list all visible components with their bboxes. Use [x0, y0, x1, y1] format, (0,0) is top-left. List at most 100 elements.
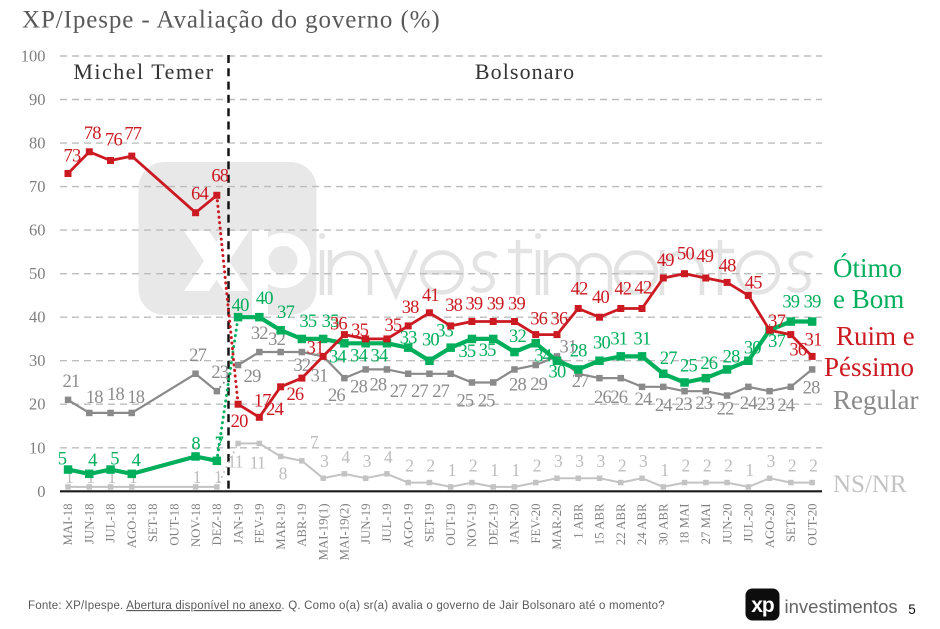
svg-text:100: 100 [21, 47, 46, 66]
svg-text:AGO-20: AGO-20 [763, 504, 777, 549]
svg-text:1: 1 [214, 467, 222, 487]
svg-text:2: 2 [788, 456, 796, 476]
svg-text:39: 39 [465, 295, 482, 315]
svg-text:2: 2 [405, 456, 413, 476]
svg-text:18 MAI: 18 MAI [678, 504, 692, 545]
svg-text:28: 28 [570, 341, 587, 361]
svg-text:27: 27 [432, 382, 449, 402]
svg-text:45: 45 [745, 273, 762, 293]
svg-text:27: 27 [390, 382, 407, 402]
svg-text:AGO-18: AGO-18 [125, 504, 139, 549]
svg-text:FEV-20: FEV-20 [529, 504, 543, 544]
svg-text:Bolsonaro: Bolsonaro [475, 59, 575, 84]
svg-text:AGO-19: AGO-19 [401, 504, 415, 549]
svg-text:34: 34 [370, 346, 387, 366]
svg-text:Péssimo: Péssimo [824, 352, 914, 382]
svg-text:26: 26 [328, 386, 345, 406]
svg-text:30: 30 [29, 351, 46, 370]
svg-text:30: 30 [593, 334, 610, 354]
svg-text:22: 22 [717, 400, 734, 420]
svg-text:39: 39 [782, 293, 799, 313]
svg-text:5: 5 [58, 450, 67, 470]
svg-text:2: 2 [426, 456, 434, 476]
svg-text:49: 49 [657, 251, 674, 271]
svg-text:3: 3 [320, 451, 329, 471]
svg-text:20: 20 [29, 395, 46, 414]
svg-text:2: 2 [703, 456, 711, 476]
svg-text:Ruim e: Ruim e [836, 321, 915, 351]
svg-text:2: 2 [533, 456, 541, 476]
svg-text:8: 8 [279, 464, 288, 484]
svg-text:25: 25 [478, 392, 495, 412]
svg-text:35: 35 [479, 341, 496, 361]
svg-text:32: 32 [509, 327, 526, 347]
svg-text:Fonte: XP/Ipespe. Abertura dis: Fonte: XP/Ipespe. Abertura disponível no… [28, 600, 665, 612]
svg-text:JUL-18: JUL-18 [104, 504, 118, 543]
svg-text:JUL-19: JUL-19 [380, 504, 394, 543]
svg-text:40: 40 [592, 288, 609, 308]
svg-text:31: 31 [307, 338, 324, 358]
svg-text:42: 42 [614, 280, 631, 300]
svg-text:70: 70 [29, 177, 46, 196]
svg-text:31: 31 [311, 366, 328, 386]
svg-text:1: 1 [65, 467, 73, 487]
svg-text:28: 28 [350, 377, 367, 397]
svg-text:2: 2 [724, 456, 732, 476]
svg-text:50: 50 [677, 245, 694, 265]
svg-text:24: 24 [655, 396, 672, 416]
svg-text:1: 1 [448, 460, 456, 480]
svg-text:38: 38 [402, 298, 419, 318]
svg-text:24: 24 [266, 400, 283, 420]
svg-text:SET-18: SET-18 [146, 504, 160, 543]
svg-text:28: 28 [369, 375, 386, 395]
svg-text:29: 29 [530, 375, 547, 395]
svg-text:JUN-19: JUN-19 [359, 504, 373, 545]
svg-text:31: 31 [805, 330, 822, 350]
svg-text:MAR-20: MAR-20 [550, 504, 564, 550]
svg-text:NOV-18: NOV-18 [189, 504, 203, 548]
svg-text:35: 35 [351, 321, 368, 341]
svg-text:NS/NR: NS/NR [833, 471, 907, 498]
svg-text:36: 36 [551, 310, 568, 330]
svg-text:31: 31 [634, 329, 651, 349]
svg-text:ABR-19: ABR-19 [295, 504, 309, 547]
svg-text:30 ABR: 30 ABR [657, 503, 671, 545]
svg-text:41: 41 [422, 286, 439, 306]
svg-text:37: 37 [768, 312, 785, 332]
svg-text:2: 2 [618, 456, 626, 476]
svg-text:27: 27 [189, 346, 206, 366]
svg-text:23: 23 [757, 395, 774, 415]
svg-text:1: 1 [193, 467, 201, 487]
svg-text:11: 11 [227, 451, 242, 471]
svg-text:1 ABR: 1 ABR [571, 503, 585, 539]
svg-text:XP/Ipespe - Avaliação do gover: XP/Ipespe - Avaliação do governo (%) [22, 7, 441, 34]
svg-text:2: 2 [682, 456, 690, 476]
svg-text:3: 3 [639, 451, 648, 471]
svg-text:60: 60 [29, 221, 46, 240]
svg-text:11: 11 [250, 452, 265, 472]
svg-text:37: 37 [768, 332, 785, 352]
svg-text:MAI-18: MAI-18 [61, 504, 75, 546]
svg-text:78: 78 [84, 124, 101, 144]
svg-text:e Bom: e Bom [833, 284, 904, 314]
svg-text:10: 10 [29, 438, 46, 457]
svg-text:1: 1 [745, 460, 753, 480]
svg-text:26: 26 [286, 385, 303, 405]
svg-text:3: 3 [554, 451, 563, 471]
svg-text:30: 30 [422, 331, 439, 351]
svg-text:49: 49 [696, 247, 713, 267]
svg-text:18: 18 [86, 388, 103, 408]
svg-text:21: 21 [63, 372, 80, 392]
svg-text:15 ABR: 15 ABR [593, 503, 607, 545]
svg-text:27: 27 [660, 349, 677, 369]
svg-text:MAI-19(2): MAI-19(2) [338, 504, 352, 561]
svg-text:4: 4 [88, 451, 97, 471]
svg-text:23: 23 [675, 395, 692, 415]
svg-text:39: 39 [487, 295, 504, 315]
svg-text:SET-20: SET-20 [784, 504, 798, 543]
svg-text:3: 3 [767, 451, 776, 471]
svg-text:2: 2 [809, 456, 817, 476]
svg-text:DEZ-18: DEZ-18 [210, 504, 224, 546]
svg-text:76: 76 [105, 131, 122, 151]
svg-text:MAI-19(1): MAI-19(1) [316, 504, 330, 561]
